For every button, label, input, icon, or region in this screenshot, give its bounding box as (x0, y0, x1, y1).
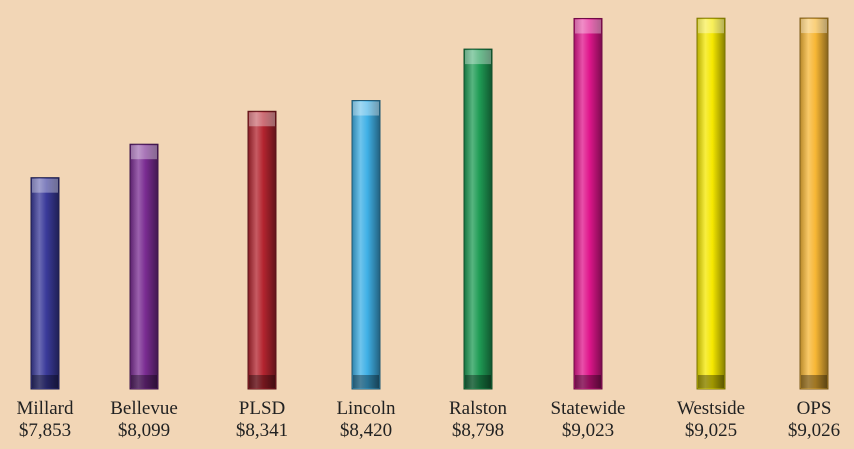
category-label: Westside (676, 398, 746, 419)
bar-label-lincoln: Lincoln $8,420 (316, 398, 416, 442)
value-label: $8,341 (235, 420, 289, 441)
bar-bottom-bevel (801, 375, 827, 388)
bar-body (463, 48, 493, 390)
value-label: $8,420 (339, 420, 393, 441)
bar-bottom-bevel (131, 375, 157, 388)
bar-body (696, 17, 726, 390)
bar-bottom-bevel (32, 375, 58, 388)
bar-bellevue (129, 143, 159, 390)
bar-top-bevel (249, 112, 275, 127)
category-label: Bellevue (110, 398, 178, 419)
value-label: $9,025 (684, 420, 738, 441)
bar-body (129, 143, 159, 390)
bar-label-ralston: Ralston $8,798 (428, 398, 528, 442)
bar-bottom-bevel (249, 375, 275, 388)
bar-ralston (463, 48, 493, 390)
bar-bottom-bevel (575, 375, 601, 388)
category-label: Ralston (448, 398, 508, 419)
bar-body (573, 17, 603, 390)
value-label: $8,798 (451, 420, 505, 441)
bar-bottom-bevel (698, 375, 724, 388)
bar-label-bellevue: Bellevue $8,099 (94, 398, 194, 442)
value-label: $7,853 (18, 420, 72, 441)
value-label: $9,023 (561, 420, 615, 441)
bar-millard (30, 177, 60, 390)
category-label: Statewide (550, 398, 626, 419)
category-label: PLSD (238, 398, 286, 419)
bar-statewide (573, 17, 603, 390)
bar-label-millard: Millard $7,853 (0, 398, 95, 442)
bar-body (247, 110, 277, 390)
bar-bottom-bevel (465, 375, 491, 388)
bar-ops (799, 17, 829, 390)
bar-top-bevel (575, 19, 601, 34)
bar-top-bevel (698, 19, 724, 34)
bar-body (30, 177, 60, 390)
bar-lincoln (351, 100, 381, 390)
category-label: OPS (796, 398, 832, 419)
bar-westside (696, 17, 726, 390)
bar-top-bevel (801, 19, 827, 34)
bar-body (799, 17, 829, 390)
value-label: $8,099 (117, 420, 171, 441)
category-label: Lincoln (336, 398, 396, 419)
category-label: Millard (16, 398, 74, 419)
bar-label-plsd: PLSD $8,341 (212, 398, 312, 442)
bar-plsd (247, 110, 277, 390)
bar-top-bevel (353, 101, 379, 116)
bar-top-bevel (465, 50, 491, 65)
value-label: $9,026 (787, 420, 841, 441)
bar-label-statewide: Statewide $9,023 (538, 398, 638, 442)
bar-bottom-bevel (353, 375, 379, 388)
bar-label-westside: Westside $9,025 (661, 398, 761, 442)
bar-top-bevel (131, 145, 157, 160)
bar-label-ops: OPS $9,026 (764, 398, 854, 442)
bar-body (351, 100, 381, 390)
bar-top-bevel (32, 178, 58, 193)
